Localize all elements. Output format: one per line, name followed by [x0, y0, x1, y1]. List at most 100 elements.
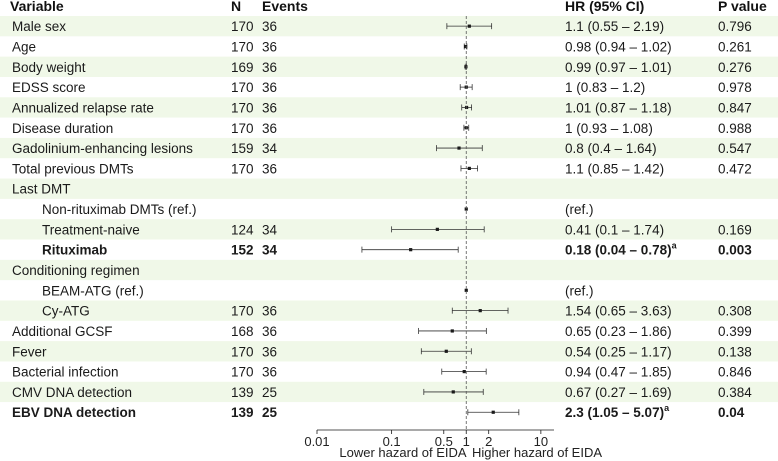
row-stripe — [0, 178, 778, 199]
row-stripe — [0, 97, 778, 118]
row-hr-ci-value: 1.1 (0.55 – 2.19) — [565, 19, 664, 34]
row-n: 170 — [231, 121, 254, 136]
row-label: Treatment-naive — [42, 222, 140, 237]
row-hr-ci-value: 0.99 (0.97 – 1.01) — [565, 60, 672, 75]
row-label: Cy-ATG — [42, 304, 90, 319]
hr-point — [457, 146, 461, 150]
row-p-value: 0.978 — [718, 80, 752, 95]
row-stripes — [0, 16, 778, 403]
row-label: Annualized relapse rate — [12, 100, 154, 115]
row-hr-ci-value: 1 (0.83 – 1.2) — [565, 80, 645, 95]
x-tick-label: 1 — [463, 434, 470, 449]
header-n: N — [231, 0, 241, 14]
header-variable: Variable — [10, 0, 64, 14]
row-n: 170 — [231, 161, 254, 176]
significance-superscript: a — [664, 403, 670, 413]
row-events: 36 — [262, 40, 277, 55]
row-hr-ci-value: 2.3 (1.05 – 5.07) — [565, 405, 664, 420]
row-n: 170 — [231, 365, 254, 380]
row-label: Additional GCSF — [12, 324, 113, 339]
x-tick-label: 2 — [485, 434, 492, 449]
row-n: 170 — [231, 40, 254, 55]
row-hr-ci: 0.67 (0.27 – 1.69) — [565, 385, 672, 400]
row-n: 139 — [231, 385, 254, 400]
row-hr-ci-value: 1.01 (0.87 – 1.18) — [565, 100, 672, 115]
plot-area — [361, 16, 520, 430]
row-stripe — [0, 219, 778, 240]
row-stripe — [0, 259, 778, 281]
row-p-value: 0.261 — [718, 40, 752, 55]
row-events: 34 — [262, 243, 278, 258]
row-label: Age — [12, 40, 36, 55]
x-tick-label: 0.01 — [304, 434, 329, 449]
row-p-value: 0.04 — [718, 405, 745, 420]
row-stripe — [0, 341, 778, 362]
x-label-higher: Higher hazard of EIDA — [472, 445, 602, 460]
significance-superscript: a — [672, 241, 678, 251]
row-hr-ci: 1.01 (0.87 – 1.18) — [565, 100, 672, 115]
hr-point — [464, 288, 468, 292]
row-label: Disease duration — [12, 121, 113, 136]
row-label: Fever — [12, 344, 47, 359]
x-tick-label: 0.5 — [435, 434, 453, 449]
row-label: Gadolinium-enhancing lesions — [12, 141, 193, 156]
row-events: 36 — [262, 365, 277, 380]
hr-point — [463, 44, 468, 49]
row-hr-ci: 1.54 (0.65 – 3.63) — [565, 304, 672, 319]
row-p-value: 0.846 — [718, 365, 752, 380]
row-label: EDSS score — [12, 80, 86, 95]
row-hr-ci: 1 (0.83 – 1.2) — [565, 80, 645, 95]
row-label: Bacterial infection — [12, 365, 119, 380]
row-n: 152 — [231, 243, 254, 258]
row-events: 36 — [262, 100, 277, 115]
row-events: 36 — [262, 304, 277, 319]
hr-point — [444, 349, 448, 353]
row-label: Body weight — [12, 60, 86, 75]
row-p-value: 0.138 — [718, 344, 752, 359]
row-label: Male sex — [12, 19, 66, 34]
row-stripe — [0, 56, 778, 77]
row-n: 170 — [231, 100, 254, 115]
row-p-value: 0.547 — [718, 141, 752, 156]
row-n: 170 — [231, 80, 254, 95]
row-hr-ci-value: 0.65 (0.23 – 1.86) — [565, 324, 672, 339]
row-n: 139 — [231, 405, 254, 420]
header-p-value: P value — [718, 0, 767, 14]
row-hr-ci-value: 1.54 (0.65 – 3.63) — [565, 304, 672, 319]
hr-point — [409, 248, 413, 252]
row-events: 36 — [262, 344, 277, 359]
hr-point — [450, 329, 454, 333]
row-hr-ci-value: (ref.) — [565, 202, 594, 217]
row-n: 159 — [231, 141, 254, 156]
row-events: 36 — [262, 161, 277, 176]
row-hr-ci-value: 1.1 (0.85 – 1.42) — [565, 161, 664, 176]
header-hr: HR (95% CI) — [565, 0, 644, 14]
row-p-value: 0.847 — [718, 100, 752, 115]
hr-point — [464, 207, 468, 211]
hr-point — [451, 390, 455, 394]
header-events: Events — [262, 0, 308, 14]
row-hr-ci-value: (ref.) — [565, 283, 594, 298]
row-events: 34 — [262, 141, 278, 156]
row-events: 36 — [262, 324, 277, 339]
hr-point — [478, 309, 482, 313]
row-n: 170 — [231, 304, 254, 319]
row-p-value: 0.276 — [718, 60, 752, 75]
row-p-value: 0.384 — [718, 385, 752, 400]
table-rows: Male sex 170 36 1.1 (0.55 – 2.19) 0.796 Age 17… — [12, 19, 752, 420]
hr-point — [467, 24, 471, 28]
row-events: 36 — [262, 121, 277, 136]
row-p-value: 0.796 — [718, 19, 752, 34]
row-hr-ci: 2.3 (1.05 – 5.07)a — [565, 403, 670, 420]
hr-point — [491, 410, 495, 414]
row-label: Non-rituximab DMTs (ref.) — [42, 202, 197, 217]
row-stripe — [0, 137, 778, 159]
row-hr-ci-value: 0.41 (0.1 – 1.74) — [565, 222, 664, 237]
row-n: 168 — [231, 324, 254, 339]
x-label-lower: Lower hazard of EIDA — [339, 445, 467, 460]
hr-point — [462, 370, 466, 374]
row-p-value: 0.308 — [718, 304, 752, 319]
row-label: Total previous DMTs — [12, 161, 134, 176]
row-hr-ci: 0.41 (0.1 – 1.74) — [565, 222, 664, 237]
